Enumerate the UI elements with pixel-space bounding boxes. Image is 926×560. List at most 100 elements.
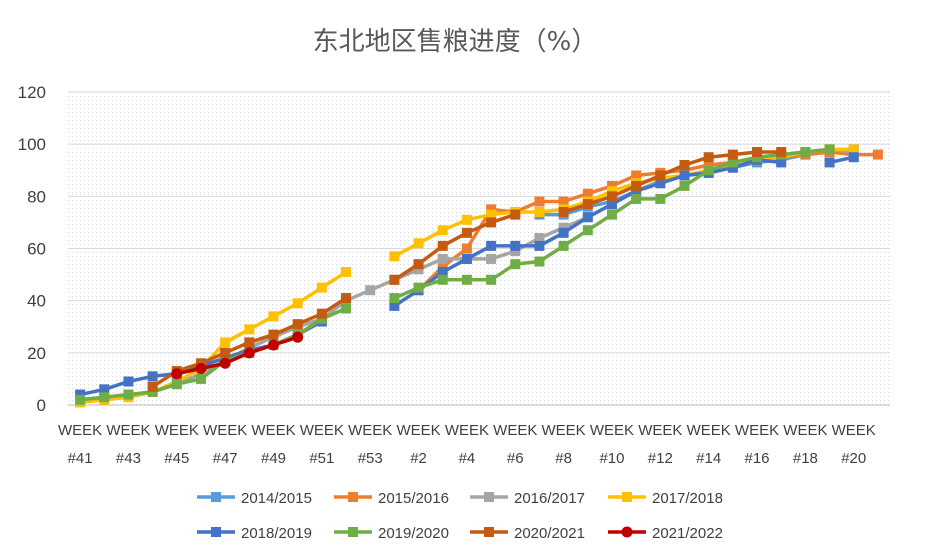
data-point	[413, 238, 424, 249]
x-tick-label: #2	[410, 450, 427, 467]
series-group	[75, 144, 883, 408]
data-point	[244, 337, 255, 348]
x-tick-label: #14	[696, 450, 721, 467]
data-point	[220, 337, 231, 348]
data-point	[413, 264, 424, 275]
y-tick-label: 80	[27, 187, 46, 206]
legend-swatch-marker	[348, 527, 358, 537]
data-point	[292, 319, 303, 330]
data-point	[534, 206, 545, 217]
legend: 2014/2015 2015/2016 2016/2017 2017/2018 2018…	[197, 490, 723, 542]
x-tick-label: WEEK	[735, 422, 779, 439]
series-2021-2022	[171, 331, 304, 380]
legend-item: 2018/2019	[197, 525, 312, 542]
data-point	[171, 379, 182, 390]
data-point	[655, 193, 666, 204]
data-point	[413, 282, 424, 293]
data-point	[461, 227, 472, 238]
x-tick-label: WEEK	[638, 422, 682, 439]
x-tick-label: #41	[68, 450, 93, 467]
x-tick-label: #49	[261, 450, 286, 467]
plot-area	[68, 91, 890, 405]
x-tick-label: #45	[164, 450, 189, 467]
x-tick-label: #51	[309, 450, 334, 467]
data-point	[268, 329, 279, 340]
legend-swatch-marker	[622, 492, 632, 502]
y-tick-label: 40	[27, 292, 46, 311]
data-point	[872, 149, 883, 160]
data-point	[437, 274, 448, 285]
data-point	[244, 324, 255, 335]
legend-item: 2015/2016	[334, 490, 449, 507]
data-point	[461, 243, 472, 254]
data-point	[534, 233, 545, 244]
legend-item: 2014/2015	[197, 490, 312, 507]
data-point	[437, 225, 448, 236]
data-point	[534, 196, 545, 207]
data-point	[582, 188, 593, 199]
data-point	[510, 246, 521, 257]
data-point	[606, 199, 617, 210]
data-point	[316, 308, 327, 319]
data-point	[147, 386, 158, 397]
data-point	[292, 331, 304, 343]
x-tick-label: #47	[213, 450, 238, 467]
x-tick-label: WEEK	[300, 422, 344, 439]
y-tick-label: 0	[37, 396, 46, 415]
data-point	[727, 162, 738, 173]
data-point	[99, 384, 110, 395]
data-point	[437, 261, 448, 272]
x-tick-label: #20	[841, 450, 866, 467]
legend-swatch-marker	[348, 492, 358, 502]
data-point	[486, 253, 497, 264]
data-point	[558, 227, 569, 238]
x-tick-label: #16	[745, 450, 770, 467]
data-point	[461, 253, 472, 264]
data-point	[292, 298, 303, 309]
data-point	[848, 144, 859, 155]
legend-item: 2019/2020	[334, 525, 449, 542]
x-tick-label: WEEK	[155, 422, 199, 439]
data-point	[389, 300, 400, 311]
legend-swatch-marker	[621, 526, 633, 538]
data-point	[195, 373, 206, 384]
data-point	[268, 339, 279, 351]
x-tick-label: WEEK	[106, 422, 150, 439]
data-point	[486, 240, 497, 251]
data-point	[534, 240, 545, 251]
data-point	[679, 160, 690, 171]
data-point	[727, 157, 738, 168]
x-tick-label: WEEK	[445, 422, 489, 439]
data-point	[147, 381, 158, 392]
data-point	[534, 256, 545, 267]
data-point	[316, 313, 327, 324]
data-point	[582, 199, 593, 210]
y-tick-label: 100	[18, 135, 46, 154]
x-tick-label: WEEK	[542, 422, 586, 439]
data-point	[75, 394, 86, 405]
data-point	[752, 146, 763, 157]
data-point	[510, 209, 521, 220]
legend-swatch-marker	[211, 527, 221, 537]
data-point	[824, 144, 835, 155]
data-point	[147, 371, 158, 382]
data-point	[437, 240, 448, 251]
data-point	[655, 178, 666, 189]
legend-item: 2021/2022	[608, 525, 723, 542]
data-point	[606, 209, 617, 220]
data-point	[365, 285, 376, 296]
data-point	[824, 157, 835, 168]
x-tick-label: WEEK	[493, 422, 537, 439]
data-point	[437, 253, 448, 264]
series-line	[561, 150, 783, 214]
data-point	[631, 180, 642, 191]
data-point	[341, 303, 352, 314]
legend-label: 2021/2022	[652, 525, 723, 542]
data-point	[413, 259, 424, 270]
data-point	[848, 152, 859, 163]
data-point	[461, 274, 472, 285]
y-tick-label: 120	[18, 83, 46, 102]
data-point	[776, 157, 787, 168]
